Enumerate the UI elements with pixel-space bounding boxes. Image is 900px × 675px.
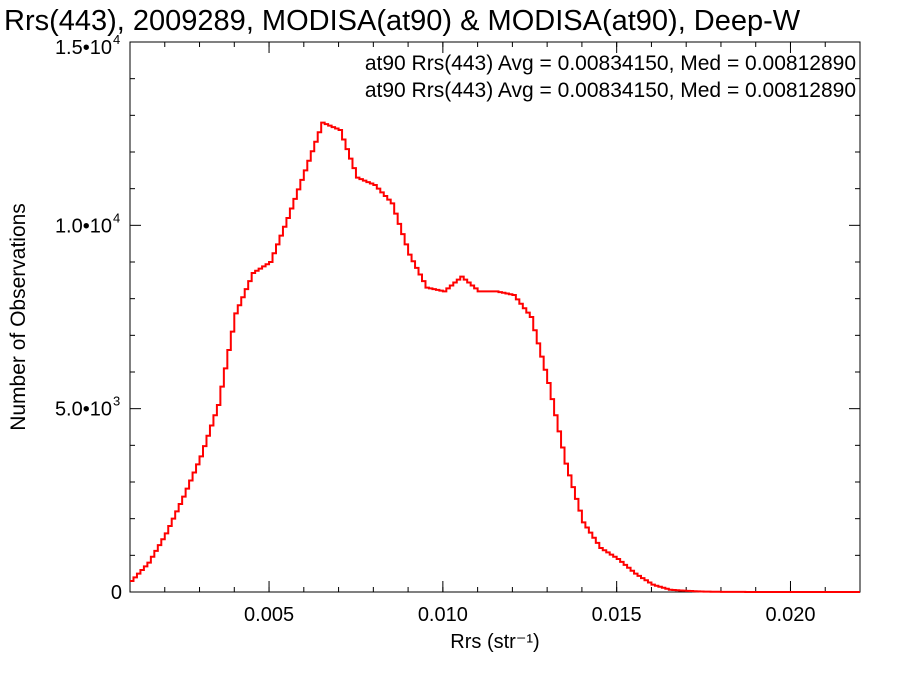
x-tick-label: 0.005 xyxy=(244,604,294,626)
x-axis-ticks: 0.005 0.010 0.015 0.020 xyxy=(129,42,861,626)
x-tick-label: 0.015 xyxy=(592,604,642,626)
y-tick-exponent: 3 xyxy=(113,394,120,409)
y-tick-label: 1.5•10 xyxy=(55,37,112,59)
annotation-avg-med-black: at90 Rrs(443) Avg = 0.00834150, Med = 0.… xyxy=(365,52,856,75)
y-tick-label: 5.0•10 xyxy=(55,399,112,421)
x-tick-label: 0.010 xyxy=(418,604,468,626)
y-tick-exponent: 4 xyxy=(113,210,120,225)
x-axis-label: Rrs (str⁻¹) xyxy=(450,631,539,653)
plot-frame xyxy=(129,41,861,593)
y-tick-exponent: 4 xyxy=(113,32,120,47)
y-axis-ticks: 05.0•10 31.0•10 41.5•10 4 xyxy=(55,32,860,604)
chart-title: Rrs(443), 2009289, MODISA(at90) & MODISA… xyxy=(4,5,801,37)
histogram-line xyxy=(130,121,860,593)
y-tick-label: 0 xyxy=(111,582,122,604)
annotation-avg-med-red: at90 Rrs(443) Avg = 0.00834150, Med = 0.… xyxy=(365,79,856,102)
y-axis-label: Number of Observations xyxy=(7,203,30,431)
x-tick-label: 0.020 xyxy=(765,604,815,626)
y-tick-label: 1.0•10 xyxy=(55,215,112,237)
plot-axes: 0.005 0.010 0.015 0.020 05.0•10 31.0•10 41.5•… xyxy=(55,32,861,626)
